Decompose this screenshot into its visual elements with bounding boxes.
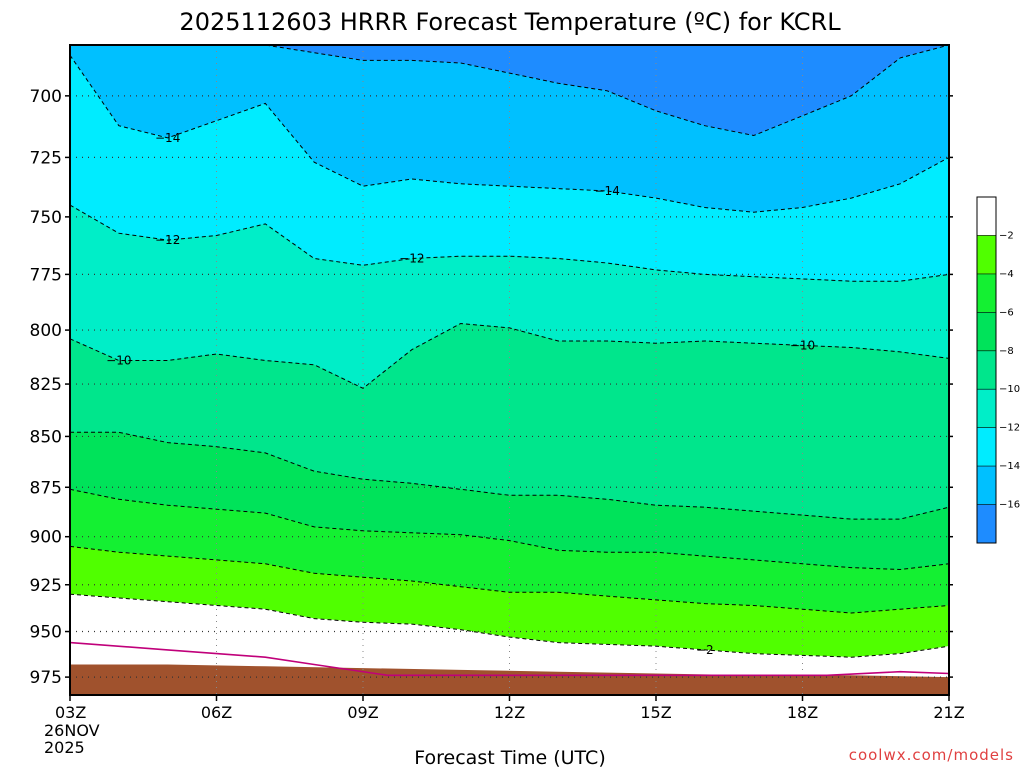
colorbar-swatch (977, 273, 996, 313)
y-tick-label: 700 (30, 87, 62, 107)
contour-line (70, 593, 949, 658)
terrain-layer (70, 664, 949, 695)
colorbar: −2 −4 −6 −8 −10 −12 −14 −16 (976, 196, 1020, 544)
colorbar-tick-label: −8 (999, 346, 1014, 357)
y-tick-label: 900 (30, 528, 62, 548)
colorbar-tick-label: −6 (999, 307, 1014, 318)
contour-line (70, 431, 949, 520)
y-tick-label: 825 (30, 375, 62, 395)
x-axis-label: Forecast Time (UTC) (414, 747, 605, 768)
colorbar-tick-label: −12 (999, 423, 1020, 434)
colorbar-tick-label: −16 (999, 500, 1020, 511)
credit-text: coolwx.com/models (849, 746, 1014, 764)
x-tick-label: 03Z (55, 703, 86, 722)
y-tick-label: 800 (30, 321, 62, 341)
colorbar-swatch (977, 427, 996, 467)
contour-label: −10 (790, 338, 815, 352)
x-tick-label: 21Z (933, 703, 964, 722)
contour-label: −10 (106, 354, 131, 368)
x-tick-label: 18Z (787, 703, 818, 722)
x-tick-sublabel: 26NOV (44, 721, 100, 740)
terrain-area (70, 664, 949, 695)
y-tick-label: 875 (30, 478, 62, 498)
contour-label: −14 (595, 184, 620, 198)
x-tick-label: 15Z (640, 703, 671, 722)
contour-line (70, 204, 949, 282)
contour-label: −12 (155, 233, 180, 247)
contour-label: −14 (155, 131, 180, 145)
contour-line (70, 545, 949, 614)
colorbar-swatch (977, 197, 996, 236)
colorbar-swatch (977, 312, 996, 351)
colorbar-swatch (977, 235, 996, 274)
colorbar-swatch (977, 466, 996, 505)
colorbar-swatch (977, 504, 996, 543)
temperature-fills (70, 45, 949, 695)
y-tick-label: 750 (30, 208, 62, 228)
colorbar-tick-label: −2 (999, 230, 1014, 241)
contour-line (70, 322, 949, 389)
colorbar-swatch (977, 350, 996, 390)
colorbar-swatch (977, 389, 996, 428)
x-tick-label: 09Z (347, 703, 378, 722)
y-tick-label: 775 (30, 265, 62, 285)
chart-title: 2025112603 HRRR Forecast Temperature (ºC… (179, 8, 841, 36)
x-tick-sublabel: 2025 (44, 738, 85, 757)
contour-labels: −14 −14 −12 −12 −10 −10 −2 (106, 131, 815, 657)
x-tick-label: 06Z (201, 703, 232, 722)
colorbar-frame (976, 196, 997, 544)
contour-line (70, 55, 949, 213)
colorbar-tick-label: −4 (999, 269, 1014, 280)
y-tick-label: 925 (30, 576, 62, 596)
y-tick-label: 950 (30, 623, 62, 643)
y-tick-label: 725 (30, 148, 62, 168)
x-tick-label: 12Z (494, 703, 525, 722)
y-tick-label: 850 (30, 427, 62, 447)
colorbar-tick-label: −14 (999, 461, 1020, 472)
freezing-line (70, 641, 949, 677)
contour-lines (70, 45, 949, 677)
colorbar-tick-label: −10 (999, 384, 1020, 395)
contour-label: −2 (696, 643, 714, 657)
grid-lines (70, 45, 949, 695)
y-axis: 700 725 750 775 800 825 850 875 900 925 950 975 (30, 87, 953, 688)
y-tick-label: 975 (30, 668, 62, 688)
contour-label: −12 (399, 251, 424, 265)
